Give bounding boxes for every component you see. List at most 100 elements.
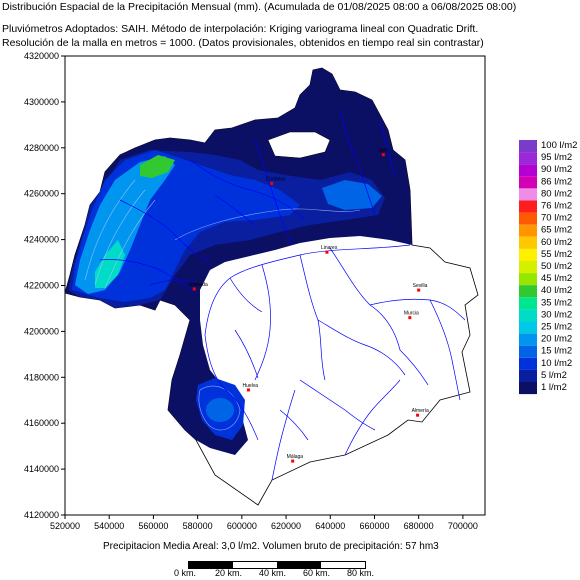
legend-label: 20 l/m2 <box>541 334 572 345</box>
y-tick-label: 4140000 <box>24 464 59 474</box>
legend-swatch <box>519 248 537 261</box>
legend-label: 80 l/m2 <box>541 188 572 199</box>
scale-label: 0 km. <box>174 568 197 578</box>
river <box>119 199 211 263</box>
legend-swatch <box>519 285 537 298</box>
legend-label: 15 l/m2 <box>541 346 572 357</box>
legend-label: 10 l/m2 <box>541 358 572 369</box>
city-marker <box>291 459 295 463</box>
legend-swatch <box>519 333 537 346</box>
legend-label: 35 l/m2 <box>541 297 572 308</box>
isohyet-line <box>104 199 156 289</box>
river <box>204 334 259 441</box>
method-line: Pluviómetros Adoptados: SAIH. Método de … <box>2 23 479 35</box>
legend-swatch <box>519 152 537 165</box>
isohyet-line <box>174 208 361 241</box>
river <box>329 247 401 351</box>
river <box>299 254 326 381</box>
x-tick-label: 700000 <box>448 521 478 531</box>
x-axis: 520000 540000 560000 580000 600000 620000 6400… <box>50 515 478 531</box>
scale-label: 80 km. <box>347 568 375 578</box>
rain-zone-east <box>322 180 382 210</box>
area-summary: Precipitacion Media Areal: 3,0 l/m2. Vol… <box>103 541 439 552</box>
city-marker <box>325 250 329 254</box>
no-rain-gap <box>267 131 331 159</box>
y-tick-label: 4320000 <box>24 51 59 61</box>
rain-zone-south-core <box>206 398 234 422</box>
rain-zone-20mm <box>75 156 175 294</box>
legend-label: 65 l/m2 <box>541 225 572 236</box>
city-marker <box>246 388 250 392</box>
cities: Córdoba Jaén Linares Granada Sevilla Murcia Hu… <box>188 148 429 463</box>
x-tick-label: 520000 <box>50 521 80 531</box>
y-tick-label: 4220000 <box>24 281 59 291</box>
legend-swatch <box>519 357 537 370</box>
isohyet-line <box>94 189 146 286</box>
scale-segment <box>233 562 277 568</box>
scale-label: 40 km. <box>259 568 287 578</box>
legend-label: 50 l/m2 <box>541 261 572 272</box>
scale-segment <box>277 562 321 568</box>
legend-label: 45 l/m2 <box>541 273 572 284</box>
isohyet-line <box>84 179 136 281</box>
y-tick-label: 4120000 <box>24 510 59 520</box>
x-tick-label: 540000 <box>94 521 124 531</box>
legend-label: 60 l/m2 <box>541 237 572 248</box>
city-label: Huelva <box>242 383 258 389</box>
city-label: Linares <box>321 245 338 251</box>
isohyet-line <box>198 385 241 431</box>
legend-swatch <box>519 321 537 334</box>
legend-label: 86 l/m2 <box>541 176 572 187</box>
y-tick-label: 4280000 <box>24 143 59 153</box>
legend-swatch <box>519 309 537 322</box>
city-marker <box>381 153 385 157</box>
river <box>344 379 401 456</box>
river <box>399 349 429 386</box>
x-tick-label: 580000 <box>183 521 213 531</box>
legend-swatch <box>519 212 537 225</box>
legend-swatch <box>519 224 537 237</box>
x-tick-label: 640000 <box>315 521 345 531</box>
legend-swatch <box>519 164 537 177</box>
city-marker <box>408 316 412 320</box>
y-tick-label: 4180000 <box>24 372 59 382</box>
scale-segment <box>321 562 365 568</box>
river <box>271 389 296 481</box>
scale-bar <box>188 561 366 569</box>
resolution-line: Resolución de la malla en metros = 1000.… <box>2 37 484 49</box>
rain-zone-30mm <box>140 155 175 178</box>
rivers <box>99 109 466 481</box>
y-tick-label: 4240000 <box>24 235 59 245</box>
city-marker <box>417 288 421 292</box>
legend-label: 40 l/m2 <box>541 285 572 296</box>
city-label: Jaén <box>377 148 388 154</box>
legend-swatch <box>519 140 537 153</box>
river <box>279 409 309 441</box>
city-label: Córdoba <box>266 176 285 182</box>
legend-label: 55 l/m2 <box>541 249 572 260</box>
scale-segment <box>189 562 233 568</box>
rain-zone-35mm <box>95 240 125 288</box>
river <box>149 279 196 286</box>
y-tick-label: 4160000 <box>24 418 59 428</box>
legend-swatch <box>519 176 537 189</box>
river <box>254 264 271 381</box>
legend-swatch <box>519 188 537 201</box>
legend-label: 95 l/m2 <box>541 152 572 163</box>
river <box>189 159 306 221</box>
x-tick-label: 600000 <box>227 521 257 531</box>
city-marker <box>192 287 196 291</box>
legend-label: 70 l/m2 <box>541 213 572 224</box>
isohyet-lines <box>84 179 361 431</box>
river <box>229 277 263 313</box>
legend-swatch <box>519 200 537 213</box>
scale-label: 20 km. <box>215 568 243 578</box>
river <box>214 194 256 226</box>
y-axis: 4320000 4300000 4280000 4260000 4240000 42200… <box>24 51 65 520</box>
river <box>299 379 376 431</box>
x-tick-label: 660000 <box>359 521 389 531</box>
x-tick-label: 680000 <box>404 521 434 531</box>
river <box>204 244 411 336</box>
city-marker <box>416 413 420 417</box>
